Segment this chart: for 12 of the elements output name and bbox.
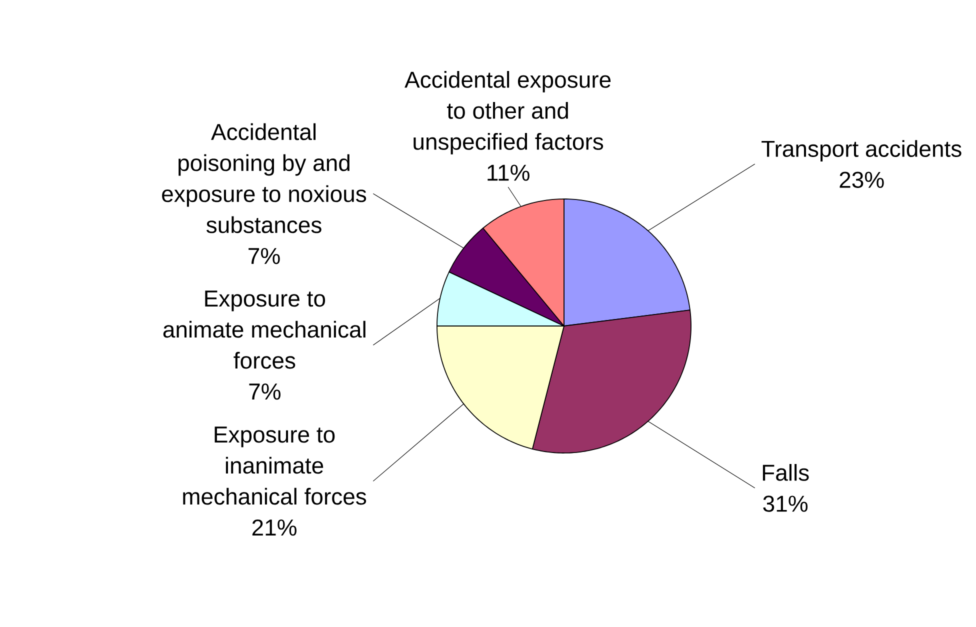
slice-label: Accidental exposure to other and unspecified factors (404, 70, 611, 154)
data-label: 21% (252, 519, 296, 536)
slice-label: Transport accidents (762, 140, 962, 162)
slice-label: Falls (762, 464, 809, 481)
slice-label: Exposure to animate mechanical forces (163, 290, 366, 369)
data-label: 23% (840, 172, 884, 188)
data-label: 31% (763, 496, 808, 512)
data-label: 7% (248, 248, 280, 264)
data-label: 7% (249, 384, 280, 400)
data-label: 11% (488, 164, 530, 181)
slice-label: Accidental poisoning by and exposure to noxious substances (162, 123, 366, 234)
slice-label: Exposure to inanimate mechanical forces (183, 426, 366, 505)
